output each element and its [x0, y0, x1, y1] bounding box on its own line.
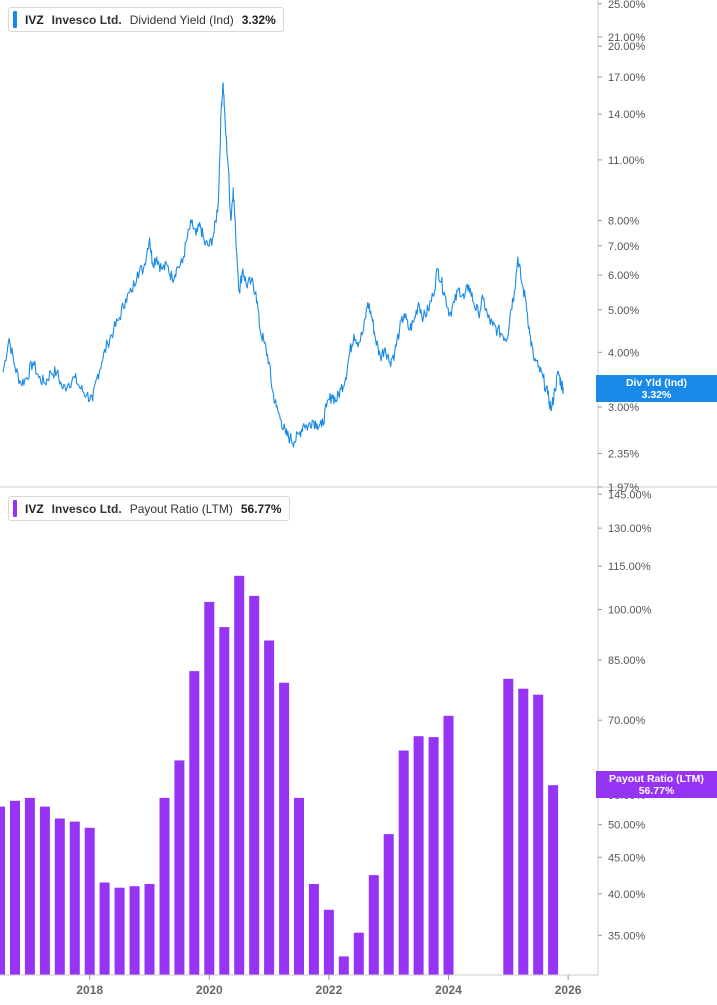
yield-y-tick-label: 8.00%: [608, 215, 639, 227]
payout-bar: [518, 688, 529, 975]
payout-bar: [323, 909, 334, 975]
payout-legend-company: Invesco Ltd.: [51, 501, 122, 516]
yield-y-tick-label: 2.35%: [608, 448, 639, 460]
payout-bar: [249, 595, 260, 975]
payout-tag-value: 56.77%: [638, 784, 675, 797]
payout-legend-metric: Payout Ratio (LTM): [129, 501, 233, 516]
yield-y-tick-label: 7.00%: [608, 241, 639, 253]
payout-bar: [294, 797, 304, 975]
payout-bar: [503, 678, 514, 975]
payout-bar: [383, 834, 394, 975]
payout-tag-label: Payout Ratio (LTM): [609, 772, 704, 785]
payout-bar: [174, 760, 185, 975]
payout-bar: [443, 715, 454, 975]
yield-legend-ticker: IVZ: [25, 12, 44, 27]
payout-value-tag: Payout Ratio (LTM) 56.77%: [596, 771, 717, 798]
x-tick-label: 2018: [76, 983, 103, 997]
payout-bar: [308, 884, 319, 975]
payout-y-tick-label: 100.00%: [608, 605, 652, 617]
payout-y-tick-label: 70.00%: [608, 715, 646, 727]
yield-y-tick-label: 4.00%: [608, 347, 639, 359]
payout-bar: [189, 671, 200, 975]
payout-y-tick-label: 85.00%: [608, 655, 646, 667]
payout-bar: [129, 886, 140, 975]
x-tick-label: 2024: [435, 983, 462, 997]
yield-y-tick-label: 20.00%: [608, 41, 646, 53]
payout-bar: [548, 785, 559, 975]
yield-value-tag: Div Yld (Ind) 3.32%: [596, 375, 717, 402]
payout-bar: [204, 601, 215, 975]
yield-y-tick-label: 3.00%: [608, 402, 639, 414]
payout-bar: [84, 827, 95, 975]
payout-bar: [219, 627, 230, 975]
payout-bar: [338, 956, 349, 975]
payout-bar: [413, 736, 424, 975]
payout-bar: [234, 575, 245, 975]
payout-y-tick-label: 35.00%: [608, 930, 646, 942]
yield-y-tick-label: 11.00%: [608, 155, 645, 167]
yield-legend-company: Invesco Ltd.: [51, 12, 122, 27]
payout-bar: [39, 806, 50, 975]
payout-bar: [159, 797, 170, 975]
yield-y-tick-label: 6.00%: [608, 270, 639, 282]
payout-bar: [353, 932, 364, 975]
payout-bar: [279, 682, 290, 975]
yield-panel: [2, 82, 564, 448]
payout-y-tick-label: 145.00%: [608, 489, 652, 501]
yield-y-tick-label: 25.00%: [608, 0, 646, 11]
payout-bar: [99, 882, 110, 975]
yield-legend-swatch: [13, 11, 17, 28]
yield-y-tick-label: 14.00%: [608, 109, 646, 121]
payout-y-tick-label: 40.00%: [608, 889, 646, 901]
payout-bar: [54, 818, 65, 975]
yield-y-tick-label: 1.97%: [608, 482, 639, 494]
yield-y-tick-label: 17.00%: [608, 72, 646, 84]
payout-bar: [24, 797, 35, 975]
payout-y-tick-label: 115.00%: [608, 561, 651, 573]
payout-legend[interactable]: IVZ Invesco Ltd. Payout Ratio (LTM) 56.7…: [8, 496, 290, 521]
yield-tag-label: Div Yld (Ind): [625, 376, 688, 389]
yield-legend-value: 3.32%: [241, 12, 276, 27]
payout-legend-swatch: [13, 500, 17, 517]
x-tick-label: 2020: [196, 983, 223, 997]
payout-legend-value: 56.77%: [240, 501, 282, 516]
payout-bar: [264, 640, 275, 975]
yield-legend[interactable]: IVZ Invesco Ltd. Dividend Yield (Ind) 3.…: [8, 7, 284, 32]
payout-bar: [10, 800, 20, 975]
yield-y-tick-label: 5.00%: [608, 305, 639, 317]
payout-bar: [144, 884, 155, 975]
payout-bar: [398, 750, 409, 975]
x-tick-label: 2026: [555, 983, 582, 997]
payout-y-tick-label: 45.00%: [608, 852, 646, 864]
x-tick-label: 2022: [316, 983, 343, 997]
payout-y-tick-label: 130.00%: [608, 523, 652, 535]
payout-bar: [368, 875, 379, 975]
yield-tag-value: 3.32%: [641, 388, 672, 401]
yield-y-tick-label: 21.00%: [608, 32, 646, 44]
yield-legend-metric: Dividend Yield (Ind): [129, 12, 234, 27]
payout-bar: [0, 806, 5, 975]
payout-bar: [533, 694, 544, 975]
payout-y-tick-label: 50.00%: [608, 820, 646, 832]
payout-bar: [114, 887, 125, 975]
payout-bar: [428, 737, 439, 975]
yield-series-line: [2, 82, 564, 448]
payout-panel: [0, 575, 559, 975]
payout-bar: [69, 821, 80, 975]
payout-legend-ticker: IVZ: [25, 501, 44, 516]
